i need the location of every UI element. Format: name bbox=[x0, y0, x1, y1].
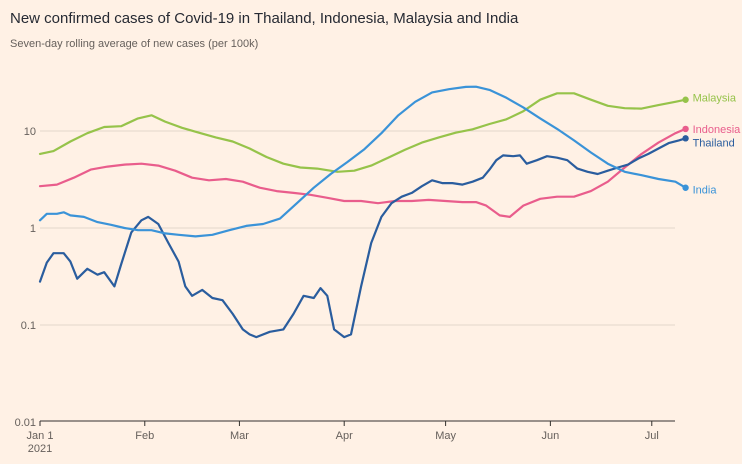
series-end-dot-thailand bbox=[682, 135, 689, 142]
y-tick-label: 0.1 bbox=[21, 320, 36, 332]
series-end-dot-india bbox=[682, 184, 689, 191]
y-tick-label: 10 bbox=[24, 126, 36, 138]
series-label-indonesia: Indonesia bbox=[693, 124, 742, 136]
series-end-dot-malaysia bbox=[682, 96, 689, 103]
grid-layer bbox=[40, 130, 675, 326]
series-end-dot-indonesia bbox=[682, 125, 689, 133]
x-tick-label: Feb bbox=[135, 430, 154, 442]
x-tick-label: Apr bbox=[336, 430, 353, 442]
y-tick-label: 0.01 bbox=[15, 417, 36, 429]
series-line-indonesia bbox=[38, 127, 687, 218]
x-tick-sublabel: 2021 bbox=[28, 443, 52, 455]
x-tick-label: Jun bbox=[542, 430, 560, 442]
x-tick-label: Mar bbox=[230, 430, 249, 442]
x-tick-label: May bbox=[435, 430, 456, 442]
chart-title: New confirmed cases of Covid-19 in Thail… bbox=[10, 10, 519, 27]
series-label-thailand: Thailand bbox=[693, 137, 735, 149]
series-line-thailand bbox=[38, 137, 687, 339]
series-layer bbox=[38, 85, 689, 339]
x-tick-label: Jan 1 bbox=[27, 430, 54, 442]
chart-subtitle: Seven-day rolling average of new cases (… bbox=[10, 38, 259, 50]
series-label-malaysia: Malaysia bbox=[693, 93, 737, 105]
y-tick-label: 1 bbox=[30, 223, 36, 235]
series-line-india bbox=[38, 85, 687, 238]
series-label-india: India bbox=[693, 185, 718, 197]
x-tick-label: Jul bbox=[645, 430, 659, 442]
series-line-malaysia bbox=[38, 92, 687, 173]
